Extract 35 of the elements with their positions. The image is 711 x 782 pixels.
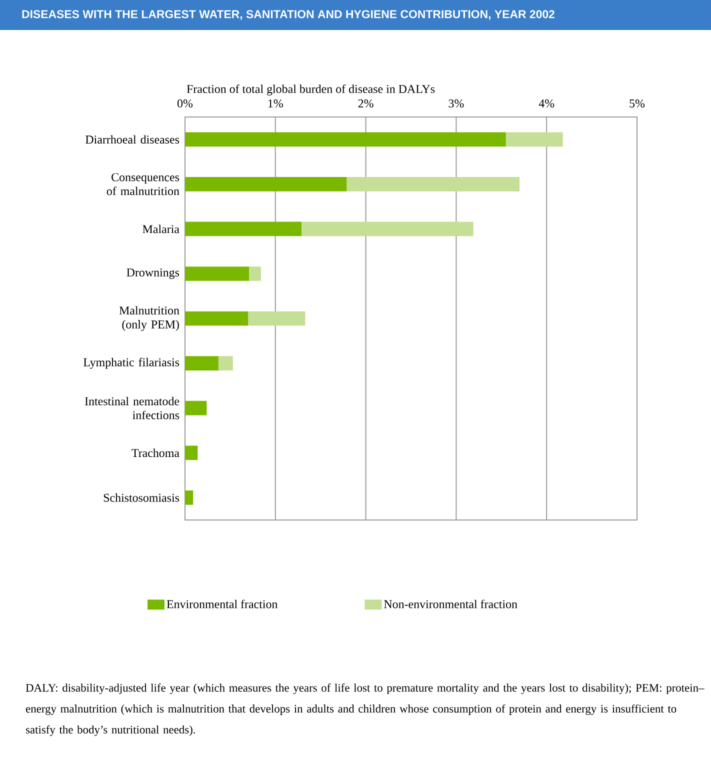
x-tick-label: 2% — [358, 99, 374, 108]
x-tick-label: 3% — [448, 99, 464, 108]
x-tick-label: 1% — [268, 99, 283, 108]
y-tick-label: Malaria — [142, 224, 180, 234]
bar — [185, 446, 198, 460]
bar — [218, 356, 233, 370]
x-tick-label: 0% — [177, 99, 193, 108]
bar — [302, 222, 474, 236]
y-tick-label: Lymphatic filariasis — [84, 358, 180, 369]
y-tick-label: Schistosomiasis — [104, 493, 180, 502]
y-tick-label: Consequences of malnutrition — [106, 173, 180, 196]
bar — [185, 356, 218, 370]
x-tick-label: 5% — [630, 99, 645, 108]
bar — [248, 311, 306, 326]
legend-label: Environmental fraction — [166, 600, 278, 608]
bar — [185, 400, 207, 416]
text: DALY: disability-adjusted life year (which measures the years of life lost to premature mortality and the years lost to disability); PEM: protein–energy malnutrition (which is malnutrition that develops in adults and children whose consumption of protein and energy is insufficient to satisfy the body’s nutritional needs). — [26, 684, 704, 736]
y-tick-label: Intestinal nematode infections — [84, 396, 180, 420]
y-tick-label: Drownings — [126, 268, 180, 279]
legend-label: Non-environmental fraction — [384, 600, 518, 608]
y-tick-label: Trachoma — [132, 448, 180, 458]
bar — [185, 132, 506, 147]
y-tick-label: Malnutrition (only PEM) — [119, 306, 180, 331]
bar — [185, 490, 194, 505]
y-tick-label: Diarrhoeal diseases — [86, 135, 180, 144]
x-tick-label: 4% — [538, 99, 554, 108]
x-axis-title: Fraction of total global burden of disease in DALYs — [186, 84, 435, 96]
bar — [185, 266, 250, 281]
bar — [185, 311, 248, 326]
bar — [506, 132, 563, 147]
bar — [185, 177, 347, 192]
bar — [249, 266, 261, 281]
bar — [346, 177, 520, 192]
chart-title: DISEASES WITH THE LARGEST WATER, SANITATION AND HYGIENE CONTRIBUTION, YEAR 2002 — [22, 10, 554, 20]
bar — [185, 222, 302, 236]
